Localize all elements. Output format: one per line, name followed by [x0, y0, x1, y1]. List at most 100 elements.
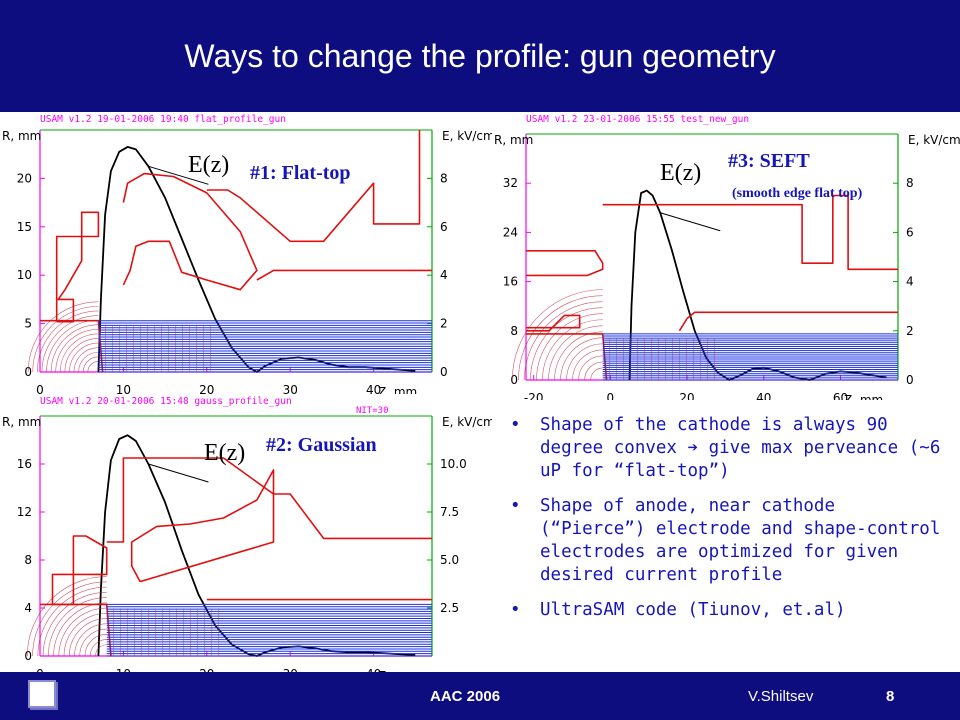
bullet-item: • Shape of the cathode is always 90 degre… — [510, 414, 942, 483]
panel-label: #2: Gaussian — [266, 434, 377, 456]
plot-header: USAM v1.2 20-01-2006 15:48 gauss_profile… — [40, 396, 292, 407]
x-tick-label: 40 — [366, 667, 381, 672]
x-tick-label: 10 — [116, 667, 131, 672]
x-tick-label: 10 — [116, 383, 131, 397]
equipotential-line — [512, 289, 603, 381]
equipotential-line — [41, 315, 99, 373]
x-tick-label: 40 — [366, 383, 381, 397]
equipotential-line — [554, 331, 603, 381]
bullet-item: • Shape of anode, near cathode (“Pierce”)… — [510, 495, 942, 587]
y-left-tick-label: 24 — [503, 225, 518, 239]
y-right-tick-label: 0 — [906, 373, 914, 387]
y-axis-right-label: E, kV/cm — [442, 415, 492, 429]
y-left-tick-label: 0 — [510, 373, 518, 387]
curve-label-leader — [148, 463, 209, 483]
equipotential-line — [578, 355, 603, 381]
x-tick-label: 60 — [833, 391, 848, 402]
panel-label: #3: SEFT — [728, 150, 810, 172]
equipotential-line — [566, 343, 603, 381]
y-right-tick-label: 2.5 — [440, 601, 459, 615]
electrode-outline — [51, 535, 108, 606]
equipotential-line — [89, 639, 107, 657]
y-left-tick-label: 20 — [17, 171, 32, 185]
y-left-tick-label: 32 — [503, 176, 518, 190]
x-tick-label: 20 — [199, 383, 214, 397]
y-axis-right-label: E, kV/cm — [442, 129, 492, 143]
x-tick-label: 30 — [283, 383, 298, 397]
electrode-outline — [122, 172, 258, 291]
y-right-tick-label: 6 — [906, 225, 914, 239]
seft-plot: R, mm E, kV/cmZ, mm-20 0 20 40 60081624320246… — [494, 133, 960, 402]
y-axis-left-label: R, mm — [2, 129, 41, 143]
y-right-tick-label: 4 — [440, 268, 448, 282]
y-left-tick-label: 0 — [24, 649, 32, 663]
equipotential-line — [37, 586, 107, 657]
equipotential-line — [95, 644, 107, 657]
y-right-tick-label: 4 — [906, 275, 914, 289]
cathode-outline — [40, 603, 112, 657]
y-axis-left-label: R, mm — [2, 415, 41, 429]
electrode-outline — [206, 130, 421, 243]
curve-label-leader — [148, 165, 209, 185]
equipotential-line — [42, 592, 107, 657]
equipotential-line — [32, 306, 99, 373]
equipotential-line — [78, 351, 99, 373]
y-left-tick-label: 16 — [503, 275, 518, 289]
y-axis-left-label: R, mm — [494, 133, 533, 147]
x-axis-label: Z, mm — [844, 393, 883, 402]
equipotential-line — [27, 576, 107, 657]
electrode-outline — [256, 269, 432, 281]
y-right-tick-label: 2 — [440, 317, 448, 331]
x-tick-label: 0 — [607, 391, 615, 402]
panel-label: #1: Flat-top — [250, 162, 351, 184]
x-tick-label: 30 — [283, 667, 298, 672]
equipotential-line — [584, 361, 603, 381]
equipotential-line — [572, 349, 603, 381]
equipotential-line — [536, 313, 603, 381]
equipotential-line — [63, 613, 107, 657]
gaussian-plot: R, mm E, kV/cm Z, mm 0 10 20 30 40 0 4 8 12 16 2.5 5.0… — [2, 415, 492, 672]
panel-sublabel: (smooth edge flat top) — [732, 186, 863, 201]
bullet-item: • UltraSAM code (Tiunov, et.al) — [510, 599, 942, 622]
y-left-tick-label: 12 — [17, 505, 32, 519]
x-tick-label: -20 — [524, 391, 544, 402]
bullet-text: Shape of anode, near cathode (“Pierce”) … — [540, 496, 941, 585]
cathode-outline — [526, 333, 608, 381]
equipotential-line — [55, 329, 99, 373]
equipotential-line — [73, 347, 99, 373]
equipotential-line — [27, 301, 99, 373]
y-right-tick-label: 7.5 — [440, 505, 459, 519]
equipotential-line — [32, 581, 107, 657]
curve-label: E(z) — [188, 152, 230, 178]
chart-seft: USAM v1.2 23-01-2006 15:55 test_new_gun … — [492, 112, 960, 402]
y-left-tick-label: 16 — [17, 457, 32, 471]
y-right-tick-label: 5.0 — [440, 553, 459, 567]
electrode-outline — [106, 457, 432, 543]
equipotential-line — [530, 307, 603, 381]
y-right-tick-label: 8 — [906, 176, 914, 190]
y-left-tick-label: 8 — [24, 553, 32, 567]
nit-label: NIT=30 — [356, 406, 389, 416]
equipotential-line — [548, 325, 603, 381]
slide-logo-icon — [28, 680, 56, 708]
bullet-dot-icon: • — [510, 415, 521, 435]
y-right-tick-label: 6 — [440, 220, 448, 234]
x-tick-label: 0 — [36, 667, 44, 672]
equipotential-line — [87, 361, 99, 373]
equipotential-line — [74, 623, 107, 657]
plot-header: USAM v1.2 19-01-2006 19:40 flat_profile_… — [40, 114, 286, 125]
electrode-outline — [526, 314, 581, 332]
equipotential-line — [560, 337, 603, 381]
electrode-outline — [602, 194, 898, 271]
curve-label: E(z) — [204, 440, 246, 466]
electrode-outline — [526, 250, 604, 277]
curve-label-leader — [660, 212, 721, 232]
equipotential-line — [46, 319, 99, 373]
curve-label: E(z) — [660, 160, 702, 186]
equipotential-line — [64, 338, 99, 373]
x-tick-label: 20 — [199, 667, 214, 672]
equipotential-line — [524, 301, 603, 381]
equipotential-line — [590, 367, 603, 381]
equipotential-line — [47, 597, 107, 657]
